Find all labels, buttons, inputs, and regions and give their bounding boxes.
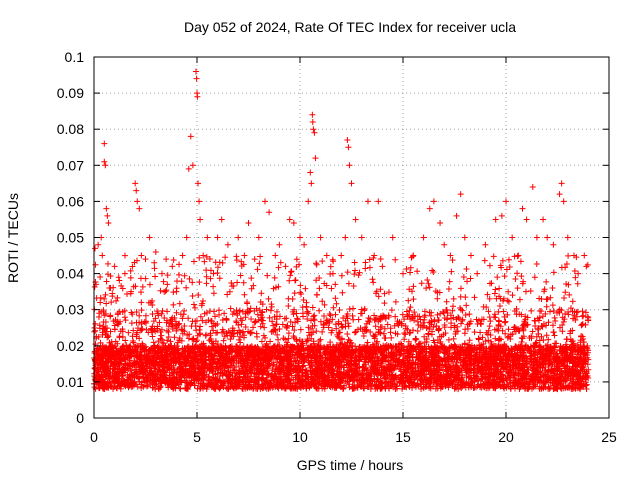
data-point bbox=[189, 279, 196, 286]
data-point bbox=[294, 315, 301, 322]
data-point bbox=[134, 383, 141, 390]
data-point bbox=[319, 258, 326, 265]
data-point bbox=[226, 288, 233, 295]
data-point bbox=[127, 274, 134, 281]
data-point bbox=[332, 311, 339, 318]
data-point bbox=[370, 279, 377, 286]
data-points bbox=[91, 68, 592, 393]
data-point bbox=[543, 278, 550, 285]
data-point bbox=[373, 340, 380, 347]
data-point bbox=[366, 256, 373, 263]
data-point bbox=[150, 339, 157, 346]
data-point bbox=[505, 256, 512, 263]
data-point bbox=[407, 304, 414, 311]
data-point bbox=[300, 296, 307, 303]
data-point bbox=[443, 306, 450, 313]
data-point bbox=[161, 315, 168, 322]
data-point bbox=[486, 295, 493, 302]
data-point bbox=[164, 281, 171, 288]
data-point bbox=[547, 308, 554, 315]
data-point bbox=[414, 268, 421, 275]
data-point bbox=[539, 323, 546, 330]
data-point bbox=[170, 257, 177, 264]
data-point bbox=[375, 293, 382, 300]
data-point bbox=[405, 297, 412, 304]
data-point bbox=[258, 317, 265, 324]
data-point bbox=[242, 314, 249, 321]
data-point bbox=[103, 278, 110, 285]
data-point bbox=[139, 325, 146, 332]
data-point bbox=[563, 260, 570, 267]
data-point bbox=[402, 331, 409, 338]
data-point bbox=[392, 256, 399, 263]
data-point bbox=[224, 291, 231, 298]
data-point bbox=[97, 273, 104, 280]
data-point bbox=[136, 312, 143, 319]
data-point bbox=[446, 278, 453, 285]
data-point bbox=[361, 307, 368, 314]
data-point bbox=[292, 319, 299, 326]
data-point bbox=[571, 267, 578, 274]
data-point bbox=[313, 328, 320, 335]
data-point bbox=[388, 307, 395, 314]
data-point bbox=[181, 322, 188, 329]
data-point bbox=[362, 265, 369, 272]
data-point bbox=[139, 283, 146, 290]
data-point bbox=[134, 325, 141, 332]
data-point bbox=[274, 331, 281, 338]
data-point bbox=[146, 281, 153, 288]
data-point bbox=[401, 316, 408, 323]
data-point bbox=[158, 332, 165, 339]
data-point bbox=[579, 313, 586, 320]
data-point bbox=[122, 337, 129, 344]
data-point bbox=[559, 314, 566, 321]
data-point bbox=[190, 301, 197, 308]
data-point bbox=[569, 308, 576, 315]
data-point bbox=[279, 321, 286, 328]
data-point bbox=[562, 289, 569, 296]
data-point bbox=[302, 285, 309, 292]
data-point bbox=[351, 259, 358, 266]
data-point bbox=[133, 309, 140, 316]
data-point bbox=[325, 324, 332, 331]
data-point bbox=[506, 263, 513, 270]
data-point bbox=[430, 269, 437, 276]
data-point bbox=[160, 278, 167, 285]
data-point bbox=[261, 324, 268, 331]
data-point bbox=[569, 315, 576, 322]
data-point bbox=[503, 266, 510, 273]
data-point bbox=[360, 333, 367, 340]
data-point bbox=[173, 327, 180, 334]
data-point bbox=[505, 298, 512, 305]
data-point bbox=[327, 312, 334, 319]
data-point bbox=[377, 286, 384, 293]
data-point bbox=[270, 322, 277, 329]
data-point bbox=[170, 301, 177, 308]
data-point bbox=[119, 333, 126, 340]
data-point bbox=[285, 330, 292, 337]
data-point bbox=[494, 274, 501, 281]
data-point bbox=[414, 327, 421, 334]
data-point bbox=[372, 323, 379, 330]
data-point bbox=[113, 297, 120, 304]
data-point bbox=[201, 258, 208, 265]
